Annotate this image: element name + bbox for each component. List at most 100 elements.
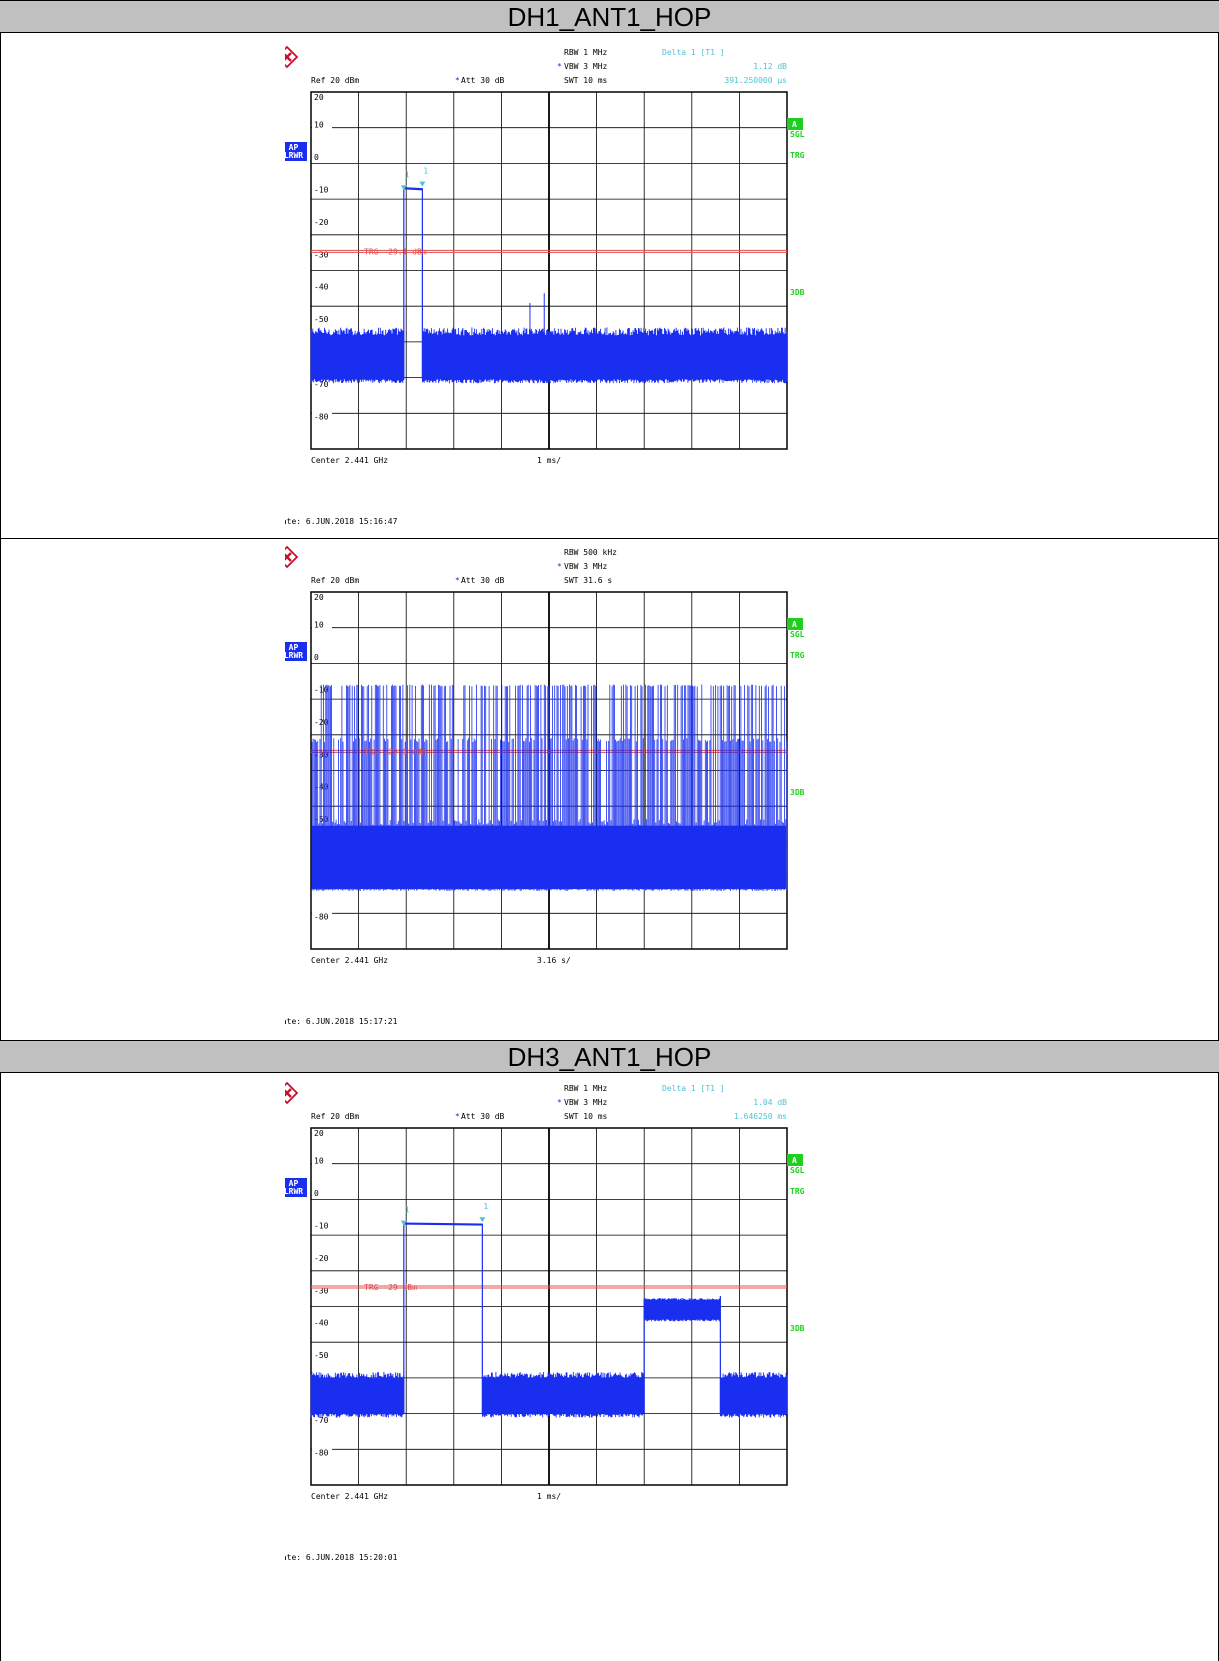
y-tick-label-bg — [312, 185, 332, 195]
marker-number: 1 — [405, 1206, 410, 1215]
date-label: Date: 6.JUN.2018 15:17:21 — [285, 1017, 398, 1026]
sweep-time-label: SWT 10 ms — [564, 1112, 608, 1121]
trace-mode-label: CLRWR — [285, 651, 303, 660]
noise-floor-trace — [310, 1371, 405, 1418]
vbw-star-icon: * — [557, 562, 562, 571]
marker-number: 1 — [423, 167, 428, 176]
date-label: Date: 6.JUN.2018 15:20:01 — [285, 1553, 398, 1562]
y-tick-label-bg — [312, 1253, 332, 1263]
second-burst-trace — [643, 1298, 721, 1322]
ref-level-label: Ref 20 dBm — [311, 76, 359, 85]
attenuation-label: Att 30 dB — [461, 576, 505, 585]
plot-panel-3: Ref 20 dBm Att 30 dB * RBW 1 MHz VBW 3 MHz * S… — [285, 1076, 855, 1594]
trigger-label: TRG -29.1 dBm — [364, 747, 427, 756]
vbw-label: VBW 3 MHz — [564, 1098, 608, 1107]
a-status-box — [787, 618, 803, 630]
plot-panel-1: Ref 20 dBm Att 30 dB * RBW 1 MHz VBW 3 MHz * S… — [285, 40, 855, 558]
y-tick-label: -10 — [314, 1221, 329, 1230]
ref-level-label: Ref 20 dBm — [311, 1112, 359, 1121]
y-tick-label: -50 — [314, 315, 329, 324]
center-frequency-label: Center 2.441 GHz — [311, 1492, 388, 1501]
section-title-dh3: DH3_ANT1_HOP — [0, 1040, 1219, 1073]
a-status-label: A — [792, 620, 797, 629]
trace-mode-label: CLRWR — [285, 1187, 303, 1196]
y-tick-label-bg — [312, 250, 332, 260]
y-tick-label-bg — [312, 1156, 332, 1166]
center-frequency-label: Center 2.441 GHz — [311, 956, 388, 965]
rohde-schwarz-logo-icon — [285, 1081, 299, 1105]
y-tick-label-bg — [312, 685, 332, 695]
y-tick-label-bg — [312, 912, 332, 922]
noise-floor-trace — [310, 327, 405, 384]
att-star-icon: * — [455, 576, 460, 585]
delta-marker-value: 1.04 dB — [753, 1098, 787, 1107]
y-tick-label-bg — [312, 1221, 332, 1231]
pulse-top — [403, 187, 423, 191]
rbw-label: RBW 1 MHz — [564, 48, 608, 57]
y-tick-label-bg — [312, 717, 332, 727]
vbw-label: VBW 3 MHz — [564, 62, 608, 71]
sweep-time-label: SWT 10 ms — [564, 76, 608, 85]
y-tick-label: -50 — [314, 1351, 329, 1360]
attenuation-label: Att 30 dB — [461, 76, 505, 85]
y-tick-label-bg — [312, 1448, 332, 1458]
noise-floor-trace — [481, 1372, 644, 1418]
ref-level-label: Ref 20 dBm — [311, 576, 359, 585]
y-tick-label: 10 — [314, 1156, 324, 1165]
delta-marker-time: 391.250000 µs — [724, 76, 787, 85]
y-tick-label: 0 — [314, 1189, 319, 1198]
plot-panel-2: Ref 20 dBm Att 30 dB * RBW 500 kHz VBW 3 MHz… — [285, 540, 855, 1058]
trace-mode-box — [285, 642, 307, 661]
marker-number: 1 — [483, 1202, 488, 1211]
sgl-status-label: SGL — [790, 130, 805, 139]
center-frequency-label: Center 2.441 GHz — [311, 456, 388, 465]
vbw-label: VBW 3 MHz — [564, 562, 608, 571]
y-tick-label-bg — [312, 815, 332, 825]
y-tick-label-bg — [312, 217, 332, 227]
y-tick-label-bg — [312, 1188, 332, 1198]
a-status-label: A — [792, 120, 797, 129]
y-tick-label-bg — [312, 412, 332, 422]
delta-marker-time: 1.646250 ms — [734, 1112, 787, 1121]
y-tick-label-bg — [312, 750, 332, 760]
trace-mode-label: 1 AP — [285, 1179, 298, 1188]
y-tick-label: -80 — [314, 1449, 329, 1458]
y-tick-label-bg — [312, 1318, 332, 1328]
trigger-label: TRG -29 dBm — [364, 1283, 417, 1292]
a-status-box — [787, 1154, 803, 1166]
y-tick-label: 20 — [314, 1129, 324, 1138]
sweep-time-label: SWT 31.6 s — [564, 576, 612, 585]
y-tick-label: 20 — [314, 93, 324, 102]
sgl-status-label: SGL — [790, 1166, 805, 1175]
marker-triangle-icon — [479, 1217, 486, 1223]
row-divider-1 — [0, 538, 1219, 539]
trace-mode-box — [285, 142, 307, 161]
y-tick-label-bg — [312, 282, 332, 292]
y-tick-label: -40 — [314, 1319, 329, 1328]
y-tick-label: -10 — [314, 185, 329, 194]
marker-number: 1 — [405, 170, 410, 179]
y-tick-label: -20 — [314, 218, 329, 227]
hopping-fill — [312, 825, 786, 889]
y-tick-label-bg — [312, 1129, 324, 1138]
y-tick-label-bg — [312, 1351, 332, 1361]
marker-triangle-icon — [419, 181, 426, 187]
y-tick-label-bg — [312, 93, 324, 102]
rbw-label: RBW 500 kHz — [564, 548, 617, 557]
pulse-top — [403, 1222, 483, 1226]
trigger-label: TRG -29.1 dBm — [364, 247, 427, 256]
delta-marker-value: 1.12 dB — [753, 62, 787, 71]
att-star-icon: * — [455, 76, 460, 85]
noise-floor-trace — [421, 327, 788, 384]
time-per-division-label: 3.16 s/ — [537, 956, 571, 965]
y-tick-label-bg — [312, 380, 332, 390]
y-tick-label: 0 — [314, 653, 319, 662]
y-tick-label: -70 — [314, 380, 329, 389]
y-tick-label: -30 — [314, 1286, 329, 1295]
trg-status-label: TRG — [790, 151, 805, 160]
rohde-schwarz-logo-icon — [285, 45, 299, 69]
y-tick-label-bg — [312, 652, 332, 662]
a-status-label: A — [792, 1156, 797, 1165]
vbw-star-icon: * — [557, 62, 562, 71]
